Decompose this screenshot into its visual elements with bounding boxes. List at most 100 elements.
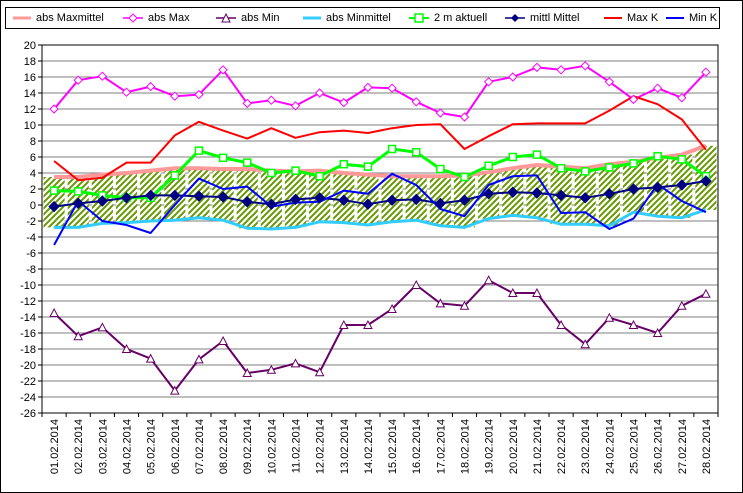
y-tick-label: 8 [30,136,36,148]
data-point [556,163,566,173]
legend-label: abs Minmittel [326,12,391,24]
y-tick-label: -18 [20,344,36,356]
data-point [508,152,518,162]
data-point [96,195,109,207]
series-line [53,64,707,118]
y-tick-label: 0 [30,200,36,212]
x-tick-label: 22.02.2014 [556,419,568,474]
series-line [54,208,707,231]
data-point [363,319,373,329]
x-tick-label: 11.02.2014 [291,419,303,473]
data-point [218,65,228,75]
data-point [193,190,205,202]
data-point [580,167,590,176]
data-point [580,61,590,71]
data-point [73,331,84,341]
legend-label: Max K [627,12,659,24]
x-tick-label: 27.02.2014 [677,419,689,474]
data-point [411,97,421,107]
data-point [677,93,687,103]
data-point [265,198,278,210]
data-point [242,158,252,167]
series-line [53,172,707,246]
data-point [97,322,108,332]
y-tick-label: 2 [30,184,36,196]
data-point [507,186,519,198]
data-point [483,275,494,285]
y-tick-label: 12 [24,104,36,116]
y-tick-label: 14 [24,88,36,100]
data-point [410,193,422,206]
y-tick-label: 16 [24,72,36,84]
y-tick-label: 6 [30,152,36,164]
data-point [459,300,470,310]
y-tick-label: 10 [24,120,36,132]
data-point [628,319,639,329]
data-point [169,189,181,202]
data-point [555,189,567,202]
data-point [508,72,518,82]
x-tick-label: 18.02.2014 [460,419,472,474]
data-point [72,197,84,210]
y-tick-label: 20 [24,40,36,52]
data-point [629,159,638,168]
data-point [145,81,156,92]
x-tick-label: 08.02.2014 [218,419,230,474]
data-point [315,171,324,181]
data-point [218,335,228,345]
data-point [218,153,228,163]
data-point [169,385,180,395]
y-tick-label: -16 [20,328,36,340]
data-point [628,94,639,105]
data-point [49,307,59,317]
y-tick-label: -22 [20,376,36,388]
y-tick-label: -26 [20,408,36,420]
legend-label: abs Maxmittel [36,12,104,24]
legend-item-2m-aktuell: 2 m aktuell [408,8,487,28]
data-point [48,200,60,213]
data-point [604,312,615,322]
data-point [434,197,447,210]
data-point [291,166,300,175]
data-point [338,319,349,329]
data-point [627,183,640,195]
data-point [483,77,494,87]
y-tick-label: -2 [26,216,36,228]
legend-item-abs-maxmittel: abs Maxmittel [12,8,104,28]
legend-item-mittl-mittel: mittl Mittel [504,8,580,28]
data-point [458,194,471,206]
x-tick-label: 20.02.2014 [508,419,520,474]
data-point [339,97,349,108]
x-tick-label: 21.02.2014 [532,419,544,474]
data-point [338,194,350,206]
y-tick-label: -20 [20,360,36,372]
data-point [556,319,566,329]
data-point [411,279,422,289]
data-point [676,179,688,191]
x-tick-label: 05.02.2014 [146,419,158,474]
x-tick-label: 10.02.2014 [266,419,278,474]
legend-item-abs-minmittel: abs Minmittel [302,8,391,28]
data-point [194,354,204,364]
data-point [603,188,616,200]
x-tick-label: 07.02.2014 [194,419,206,474]
x-tick-label: 04.02.2014 [122,419,134,474]
data-point [387,303,397,313]
data-point [266,95,277,105]
data-point [532,150,542,159]
data-point [73,187,83,196]
data-point [435,108,446,118]
y-tick-label: 18 [24,56,36,68]
data-point [194,89,204,100]
legend-item-abs-min: abs Min [215,8,280,28]
x-tick-label: 14.02.2014 [363,419,375,474]
data-point [266,364,277,374]
series-line [53,180,707,208]
x-tick-label: 23.02.2014 [580,419,592,474]
data-point [194,146,204,155]
legend-item-min-k: Min K [665,8,717,28]
legend: abs Maxmittel abs Max abs Min abs Minmit… [5,7,720,29]
data-point [653,151,662,161]
data-point [677,155,687,164]
